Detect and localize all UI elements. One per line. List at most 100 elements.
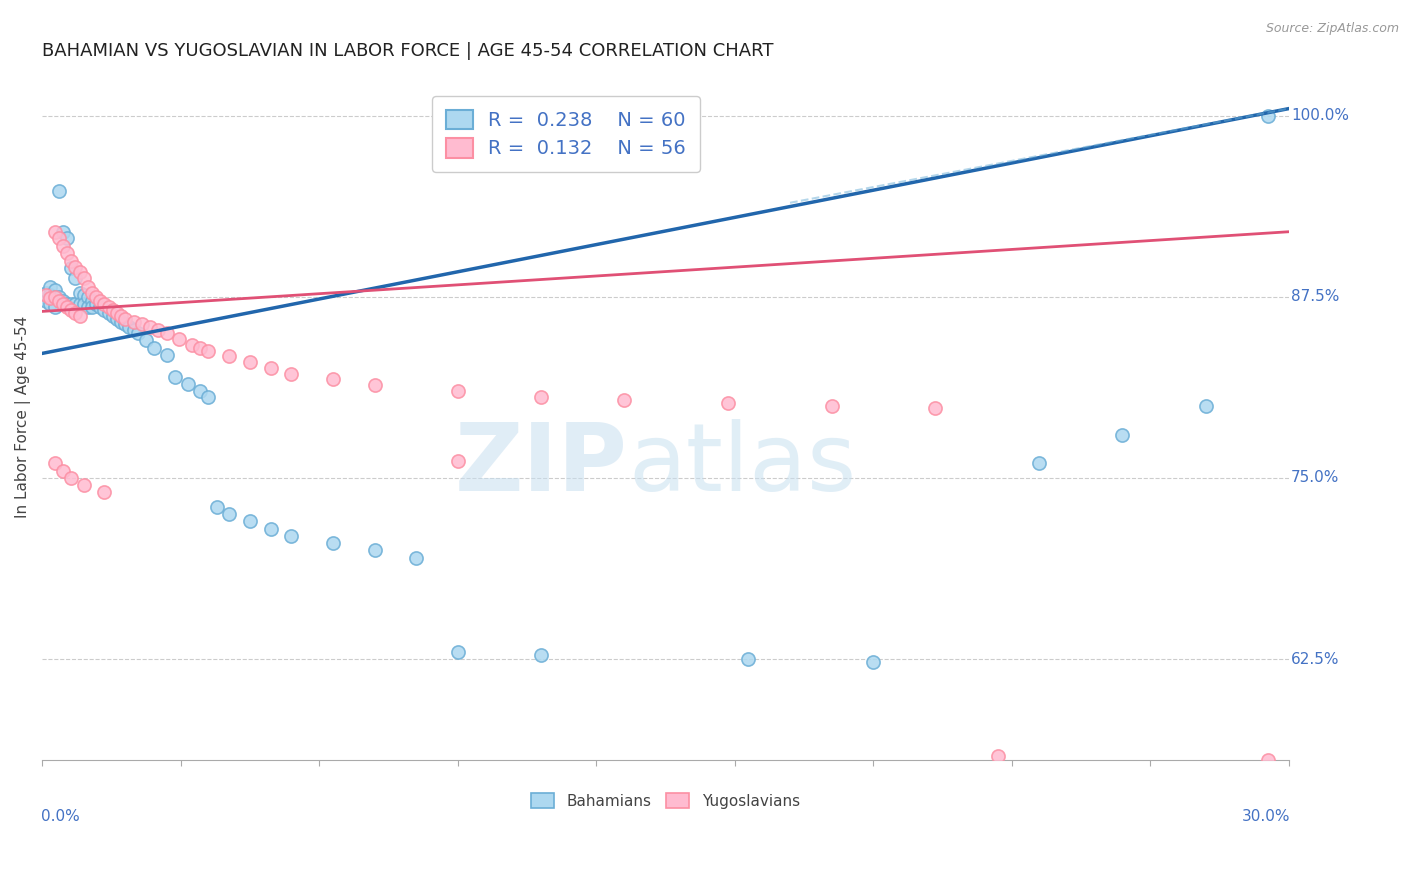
Point: [322, 372, 344, 386]
Point: [114, 318, 136, 332]
Point: [69, 309, 91, 323]
Point: [56, 300, 79, 314]
Point: [218, 349, 240, 363]
Point: [530, 390, 553, 404]
Text: 62.5%: 62.5%: [1291, 651, 1340, 666]
Point: [156, 326, 179, 340]
Point: [35, 288, 58, 302]
Point: [924, 401, 946, 416]
Point: [80, 285, 103, 300]
Point: [131, 318, 153, 332]
Point: [65, 297, 87, 311]
Point: [156, 348, 179, 362]
Point: [69, 297, 91, 311]
Point: [165, 369, 187, 384]
Point: [167, 332, 190, 346]
Point: [446, 453, 468, 467]
Point: [48, 184, 70, 198]
Point: [60, 471, 83, 485]
Text: BAHAMIAN VS YUGOSLAVIAN IN LABOR FORCE | AGE 45-54 CORRELATION CHART: BAHAMIAN VS YUGOSLAVIAN IN LABOR FORCE |…: [42, 42, 773, 60]
Point: [56, 246, 79, 260]
Point: [110, 309, 132, 323]
Point: [39, 297, 62, 311]
Point: [188, 384, 211, 398]
Point: [143, 341, 166, 355]
Point: [89, 300, 111, 314]
Point: [44, 457, 66, 471]
Point: [65, 260, 87, 274]
Point: [52, 225, 75, 239]
Point: [73, 478, 96, 492]
Point: [48, 230, 70, 244]
Point: [446, 384, 468, 398]
Point: [76, 280, 98, 294]
Point: [101, 309, 124, 323]
Point: [105, 306, 128, 320]
Point: [89, 294, 111, 309]
Point: [60, 260, 83, 275]
Text: Source: ZipAtlas.com: Source: ZipAtlas.com: [1265, 22, 1399, 36]
Point: [44, 283, 66, 297]
Point: [205, 500, 228, 514]
Point: [118, 320, 141, 334]
Point: [180, 337, 202, 351]
Text: atlas: atlas: [628, 418, 856, 510]
Point: [60, 297, 83, 311]
Point: [110, 314, 132, 328]
Point: [1111, 427, 1133, 442]
Point: [717, 395, 740, 409]
Point: [76, 290, 98, 304]
Point: [35, 285, 58, 300]
Point: [48, 294, 70, 309]
Point: [148, 323, 170, 337]
Point: [363, 378, 385, 392]
Point: [84, 290, 107, 304]
Point: [987, 749, 1010, 764]
Point: [530, 648, 553, 662]
Point: [52, 464, 75, 478]
Text: ZIP: ZIP: [456, 418, 628, 510]
Point: [84, 297, 107, 311]
Point: [56, 230, 79, 244]
Point: [139, 320, 162, 334]
Text: 75.0%: 75.0%: [1291, 470, 1340, 485]
Point: [44, 225, 66, 239]
Point: [76, 300, 98, 314]
Point: [1257, 109, 1279, 123]
Point: [280, 367, 302, 381]
Point: [737, 652, 759, 666]
Text: 0.0%: 0.0%: [41, 808, 80, 823]
Text: 30.0%: 30.0%: [1241, 808, 1289, 823]
Point: [39, 288, 62, 302]
Point: [862, 655, 884, 669]
Point: [65, 271, 87, 285]
Point: [73, 297, 96, 311]
Point: [65, 306, 87, 320]
Point: [60, 302, 83, 317]
Point: [446, 645, 468, 659]
Point: [405, 550, 427, 565]
Point: [52, 294, 75, 309]
Point: [93, 302, 115, 317]
Point: [122, 323, 145, 337]
Point: [97, 306, 120, 320]
Point: [176, 376, 198, 391]
Point: [197, 343, 219, 358]
Point: [1257, 753, 1279, 767]
Point: [188, 341, 211, 355]
Point: [197, 390, 219, 404]
Point: [122, 314, 145, 328]
Point: [93, 485, 115, 500]
Point: [239, 515, 262, 529]
Point: [60, 253, 83, 268]
Point: [218, 507, 240, 521]
Point: [44, 290, 66, 304]
Point: [127, 326, 149, 340]
Point: [93, 297, 115, 311]
Text: 87.5%: 87.5%: [1291, 289, 1340, 304]
Point: [39, 291, 62, 305]
Point: [363, 543, 385, 558]
Point: [52, 239, 75, 253]
Point: [69, 285, 91, 300]
Point: [73, 271, 96, 285]
